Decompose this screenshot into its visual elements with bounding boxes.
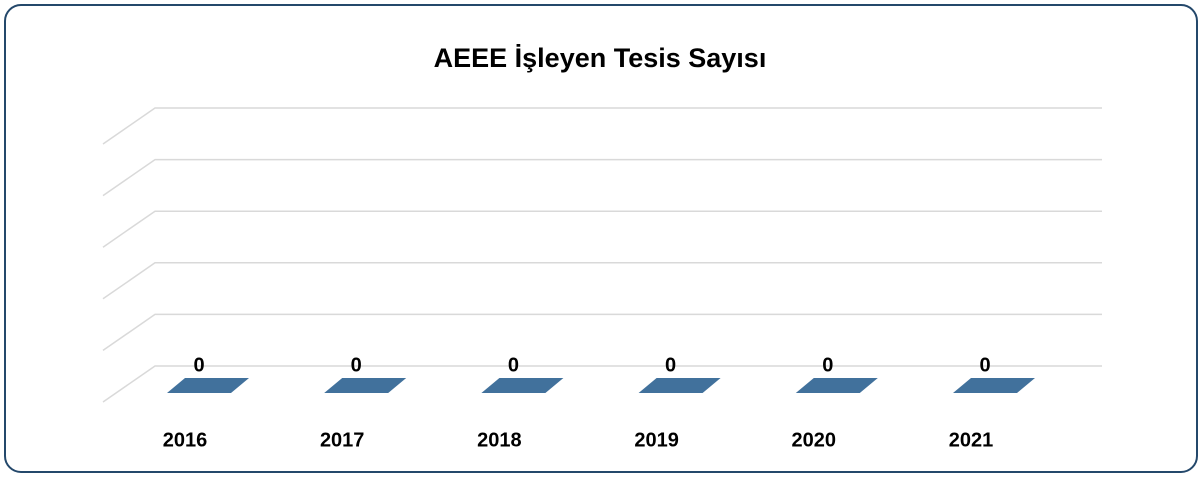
- bar: [167, 378, 249, 393]
- grid-line: [102, 313, 1102, 352]
- chart-border: [4, 4, 1198, 473]
- grid-line: [102, 365, 1102, 403]
- bar-top: [638, 378, 721, 393]
- bar-top: [481, 378, 564, 393]
- data-label: 0: [665, 354, 676, 376]
- data-label: 0: [979, 354, 990, 376]
- bar: [795, 378, 878, 393]
- x-tick-label: 2017: [320, 429, 365, 451]
- bar: [953, 378, 1035, 393]
- x-tick-label: 2018: [477, 429, 522, 451]
- data-label: 0: [822, 354, 833, 376]
- data-label: 0: [351, 354, 362, 376]
- x-tick-label: 2021: [949, 429, 994, 451]
- x-tick-label: 2019: [634, 429, 679, 451]
- grid-line: [102, 262, 1102, 300]
- data-label: 0: [193, 354, 204, 376]
- grid-line: [102, 107, 1102, 145]
- bar-top: [324, 378, 407, 393]
- x-tick-label: 2016: [163, 429, 208, 451]
- chart-title: AEEE İşleyen Tesis Sayısı: [434, 43, 767, 73]
- bar: [481, 378, 564, 393]
- grid-line: [102, 158, 1102, 197]
- data-label: 0: [508, 354, 519, 376]
- bar-top: [953, 378, 1035, 393]
- bar: [324, 378, 407, 393]
- x-tick-label: 2020: [792, 429, 837, 451]
- bar-top: [167, 378, 249, 393]
- bar: [638, 378, 721, 393]
- bar-top: [795, 378, 878, 393]
- grid-line: [102, 210, 1102, 248]
